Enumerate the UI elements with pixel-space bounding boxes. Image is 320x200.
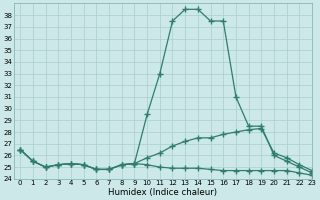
X-axis label: Humidex (Indice chaleur): Humidex (Indice chaleur) bbox=[108, 188, 218, 197]
